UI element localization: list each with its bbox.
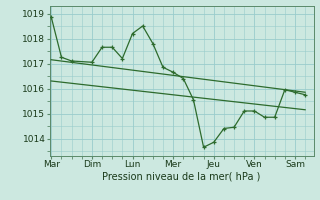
X-axis label: Pression niveau de la mer( hPa ): Pression niveau de la mer( hPa ) [102,172,261,182]
